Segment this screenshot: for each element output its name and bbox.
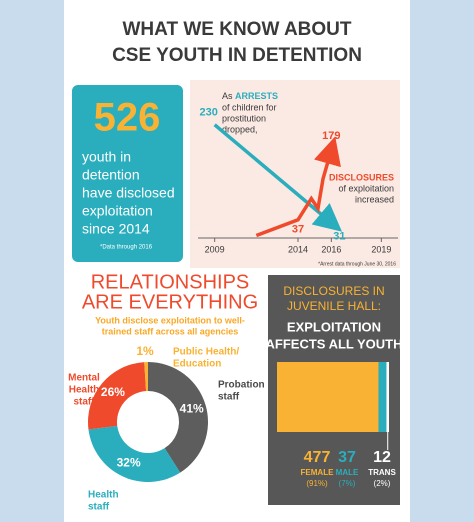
- data-label: 230: [199, 107, 217, 119]
- bar-segment: [277, 362, 379, 432]
- annotation: As ARRESTS: [222, 91, 278, 101]
- title: WHAT WE KNOW ABOUT: [122, 19, 351, 40]
- category-label: Health: [88, 490, 119, 501]
- slice-label: 1%: [136, 344, 154, 358]
- title: CSE YOUTH IN DETENTION: [112, 45, 362, 66]
- slice-label: 32%: [117, 455, 141, 469]
- series-name: MALE: [336, 468, 359, 477]
- stat-text: have disclosed: [82, 185, 175, 201]
- bar-segment: [378, 362, 387, 432]
- line: [255, 136, 341, 238]
- category-label: staff: [88, 502, 110, 513]
- category-label: Probation: [218, 380, 265, 391]
- x-tick-label: 2009: [205, 244, 225, 254]
- stat-note: *Data through 2016: [100, 245, 153, 251]
- pie-slice: [144, 362, 148, 392]
- data-label: 37: [338, 449, 356, 466]
- bar-segment: [386, 362, 389, 432]
- x-tick-label: 2019: [371, 244, 391, 254]
- stat-text: detention: [82, 167, 140, 183]
- section-title: DISCLOSURES IN: [283, 284, 384, 298]
- section-title: RELATIONSHIPS: [91, 271, 250, 293]
- stat-number: 526: [94, 96, 161, 140]
- category-label: Health: [69, 385, 100, 396]
- section-subtitle: trained staff across all agencies: [102, 326, 239, 336]
- data-label: 31: [333, 231, 345, 243]
- stat-text: youth in: [82, 149, 131, 165]
- section-title: ARE EVERYTHING: [82, 291, 258, 313]
- data-label: 37: [292, 224, 304, 236]
- line: [213, 123, 343, 232]
- stat-text: since 2014: [82, 221, 150, 237]
- share-label: (2%): [374, 479, 391, 488]
- series-name: FEMALE: [301, 468, 335, 477]
- stat-text: exploitation: [82, 203, 153, 219]
- annotation: DISCLOSURES: [329, 172, 394, 182]
- pie-slice: [88, 425, 181, 483]
- series-name: TRANS: [368, 468, 396, 477]
- x-tick-label: 2014: [288, 244, 308, 254]
- share-label: (7%): [339, 479, 356, 488]
- data-label: 179: [322, 130, 340, 142]
- line-panel: [190, 80, 400, 268]
- annotation: increased: [355, 194, 394, 204]
- share-label: (91%): [306, 479, 328, 488]
- stat-box: [72, 85, 183, 262]
- annotation: of children for: [222, 102, 277, 112]
- chart-note: *Arrest data through June 30, 2016: [318, 261, 396, 267]
- x-tick-label: 2016: [321, 244, 341, 254]
- category-label: Public Health/: [173, 347, 239, 358]
- category-label: Education: [173, 359, 221, 370]
- category-label: Mental: [68, 373, 100, 384]
- annotation: prostitution: [222, 113, 266, 123]
- data-label: 477: [304, 449, 331, 466]
- data-label: 12: [373, 449, 391, 466]
- section-subtitle: Youth disclose exploitation to well-: [95, 315, 245, 325]
- slice-label: 41%: [180, 401, 204, 415]
- section-subtitle: AFFECTS ALL YOUTH: [266, 336, 403, 351]
- section-title: JUVENILE HALL:: [287, 299, 381, 313]
- annotation: of exploitation: [338, 183, 394, 193]
- category-label: staff: [218, 392, 240, 403]
- annotation: dropped,: [222, 124, 258, 134]
- pie-slice: [148, 362, 209, 473]
- category-label: staff: [73, 397, 95, 408]
- pie-slice: [88, 362, 147, 430]
- section-subtitle: EXPLOITATION: [287, 319, 381, 334]
- slice-label: 26%: [101, 385, 125, 399]
